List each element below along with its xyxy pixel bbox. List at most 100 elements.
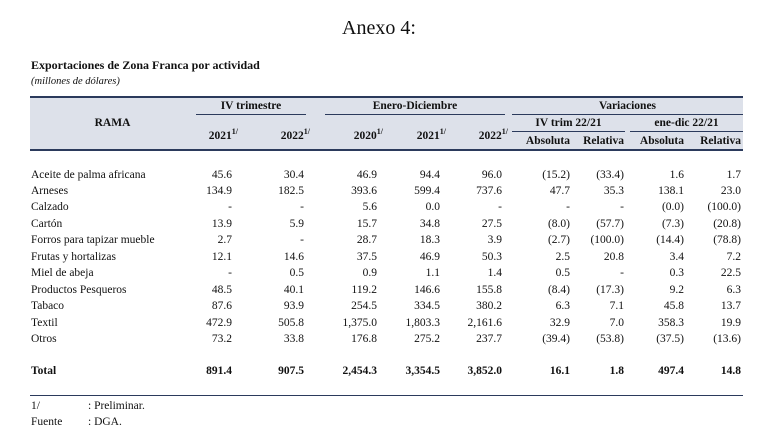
cell: 2,161.6 [467,317,503,329]
cell: 3.4 [669,251,684,263]
cell: 2.5 [555,251,570,263]
cell: 5.6 [362,201,377,213]
cell: (33.4) [596,169,624,181]
cell: (0.0) [661,201,684,213]
cell: 96.0 [481,169,502,181]
note-mark: 1/ [376,127,383,136]
cell: (8.0) [547,218,570,230]
cell: 254.5 [351,300,377,312]
row-label: Productos Pesqueros [31,284,127,296]
cell: - [300,234,304,246]
cell: 599.4 [414,185,440,197]
cell: 45.6 [211,169,232,181]
header-rama: RAMA [94,117,131,129]
cell: (15.2) [542,169,570,181]
cell: 1.7 [726,169,741,181]
year-header: 20211/ [417,125,446,143]
cell: 1.8 [609,365,624,377]
year: 2020 [353,129,377,142]
cell: 46.9 [356,169,377,181]
subgroup-header: ene-dic 22/21 [654,117,719,129]
cell: 50.3 [481,251,502,263]
cell: 28.7 [356,234,377,246]
measure-header: Absoluta [525,135,570,147]
cell: 46.9 [419,251,440,263]
cell: (39.4) [542,333,570,345]
cell: 23.0 [720,185,741,197]
cell: 7.1 [609,300,624,312]
row-label: Textil [31,317,58,329]
footnote-text: : Preliminar. [88,400,145,412]
cell: 6.3 [726,284,741,296]
cell: (7.3) [661,218,684,230]
cell: 2.7 [217,234,232,246]
cell: 27.5 [481,218,502,230]
cell: 47.7 [549,185,570,197]
header-bg [30,96,743,150]
cell: 275.2 [414,333,440,345]
cell: 182.5 [278,185,304,197]
row-label: Otros [31,333,57,345]
rule [630,131,743,132]
cell: 119.2 [351,284,377,296]
note-mark: 1/ [501,127,508,136]
cell: 20.8 [603,251,624,263]
units: (millones de dólares) [31,76,120,87]
cell: 13.7 [720,300,741,312]
cell: 15.7 [356,218,377,230]
cell: 5.9 [289,218,304,230]
cell: 1,375.0 [342,317,378,329]
cell: (100.0) [707,201,741,213]
cell: (53.8) [596,333,624,345]
cell: 0.3 [669,267,684,279]
cell: 12.1 [211,251,232,263]
cell: 737.6 [476,185,502,197]
cell: 14.6 [283,251,304,263]
cell: 237.7 [476,333,502,345]
cell: 18.3 [419,234,440,246]
cell: 497.4 [658,365,684,377]
row-label: Total [31,365,57,377]
cell: 73.2 [211,333,232,345]
cell: 7.0 [609,317,624,329]
measure-header: Relativa [700,135,741,147]
year: 2022 [478,129,502,142]
cell: 472.9 [206,317,232,329]
cell: 358.3 [658,317,684,329]
year-header: 20221/ [479,125,508,143]
row-label: Cartón [31,218,63,230]
cell: 1.1 [425,267,440,279]
cell: 6.3 [555,300,570,312]
cell: 37.5 [356,251,377,263]
cell: - [228,201,232,213]
cell: 35.3 [603,185,624,197]
group-header: Variaciones [598,100,657,112]
cell: (78.8) [713,234,741,246]
cell: 14.8 [720,365,741,377]
cell: - [498,201,502,213]
year: 2022 [280,129,304,142]
year: 2021 [416,129,440,142]
cell: 3,852.0 [467,365,503,377]
cell: (2.7) [547,234,570,246]
year: 2021 [208,129,232,142]
cell: (17.3) [596,284,624,296]
cell: 505.8 [278,317,304,329]
cell: 48.5 [211,284,232,296]
row-label: Frutas y hortalizas [31,251,116,263]
footnote-text: : DGA. [88,416,122,428]
cell: - [620,201,624,213]
cell: - [300,201,304,213]
cell: 7.2 [726,251,741,263]
cell: 16.1 [549,365,570,377]
cell: 3.9 [487,234,502,246]
subtitle: Exportaciones de Zona Franca por activid… [31,58,260,72]
cell: - [566,201,570,213]
cell: 138.1 [658,185,684,197]
cell: 1,803.3 [405,317,441,329]
cell: (14.4) [656,234,684,246]
cell: 22.5 [720,267,741,279]
cell: 334.5 [414,300,440,312]
cell: 3,354.5 [405,365,441,377]
